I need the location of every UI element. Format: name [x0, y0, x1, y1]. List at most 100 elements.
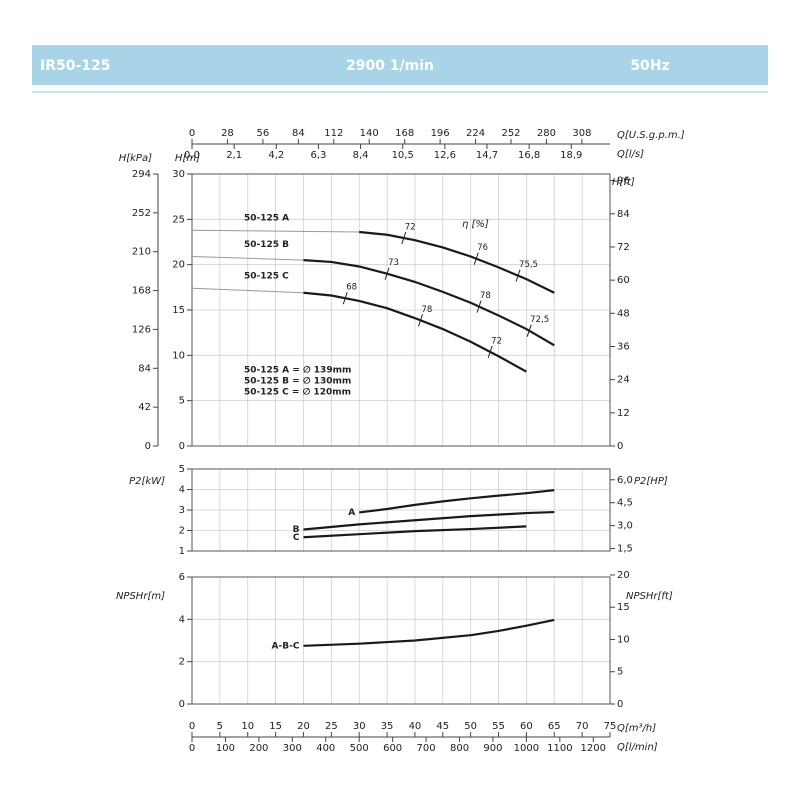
x-tick-label: 200 [249, 743, 268, 754]
x-tick-label: 50 [464, 721, 477, 732]
x-tick-label: 28 [221, 128, 234, 139]
curve-label: B [293, 525, 300, 535]
efficiency-label: 76 [477, 243, 488, 253]
efficiency-label: 72,5 [530, 315, 549, 325]
y2-tick-label: 24 [617, 375, 630, 386]
x-tick-label: 1000 [514, 743, 539, 754]
x-tick-label: 10,5 [392, 150, 414, 161]
header-band [32, 45, 768, 85]
y-tick-label: 30 [172, 169, 185, 180]
y-axis-title: P2[kW] [129, 476, 165, 487]
y-tick-label: 1 [179, 546, 185, 557]
y3-tick-label: 42 [138, 402, 151, 413]
x-tick-label: 60 [520, 721, 533, 732]
x-tick-label: 12,6 [434, 150, 456, 161]
x-tick-label: 45 [436, 721, 449, 732]
x-tick-label: 1200 [581, 743, 606, 754]
x-tick-label: 900 [483, 743, 502, 754]
y2-tick-label: 6,0 [617, 475, 633, 486]
y2-tick-label: 1,5 [617, 544, 633, 555]
y2-tick-label: 3,0 [617, 521, 633, 532]
y3-tick-label: 168 [132, 286, 151, 297]
y2-tick-label: 48 [617, 308, 630, 319]
efficiency-tick [515, 269, 521, 282]
x-axis-title: Q[U.S.g.p.m.] [617, 130, 685, 141]
x-tick-label: 224 [466, 128, 485, 139]
efficiency-tick [476, 300, 482, 313]
x-tick-label: 6,3 [310, 150, 326, 161]
efficiency-label: 72 [405, 223, 416, 233]
curve-label: C [293, 533, 300, 543]
efficiency-tick [401, 231, 407, 245]
note: 50-125 C = ∅ 120mm [244, 388, 351, 398]
x-tick-label: 0 [189, 721, 195, 732]
curve [303, 259, 555, 347]
x-tick-label: 16,8 [518, 150, 540, 161]
efficiency-tick [342, 292, 348, 305]
x-tick-label: 10 [241, 721, 254, 732]
y2-tick-label: 84 [617, 209, 630, 220]
x-tick-label: 0 [189, 128, 195, 139]
x-tick-label: 75 [604, 721, 617, 732]
x-tick-label: 20 [297, 721, 310, 732]
y2-tick-label: 96 [617, 176, 630, 187]
y-tick-label: 20 [172, 260, 185, 271]
x-tick-label: 4,2 [268, 150, 284, 161]
curve-label: 50-125 A [244, 214, 289, 224]
curve [303, 525, 527, 539]
efficiency-label: 75,5 [519, 260, 538, 270]
x-tick-label: 280 [537, 128, 556, 139]
curve [303, 510, 555, 531]
x-tick-label: 168 [395, 128, 414, 139]
efficiency-label: 78 [480, 291, 491, 301]
x-tick-label: 40 [409, 721, 422, 732]
efficiency-tick [418, 314, 423, 327]
x-tick-label: 8,4 [353, 150, 369, 161]
efficiency-label: 72 [491, 336, 502, 346]
x-tick-label: 84 [292, 128, 305, 139]
y-tick-label: 0 [179, 699, 185, 710]
y2-tick-label: 5 [617, 667, 623, 678]
x-tick-label: 252 [501, 128, 520, 139]
y3-tick-label: 84 [138, 363, 151, 374]
frequency: 50Hz [630, 58, 669, 74]
y3-axis-title: H[kPa] [119, 153, 152, 164]
y-tick-label: 4 [179, 614, 185, 625]
efficiency-tick [487, 345, 493, 359]
y-tick-label: 10 [172, 350, 185, 361]
x-tick-label: 14,7 [476, 150, 498, 161]
y-tick-label: 0 [179, 441, 185, 452]
x-tick-label: 700 [417, 743, 436, 754]
efficiency-tick [526, 324, 532, 337]
efficiency-label: 73 [388, 258, 399, 268]
low-flow-curve [191, 256, 304, 261]
efficiency-title: η [%] [462, 219, 489, 230]
curve-label: 50-125 B [244, 240, 289, 250]
x-tick-label: 600 [383, 743, 402, 754]
x-tick-label: 500 [350, 743, 369, 754]
y2-tick-label: 20 [617, 570, 630, 581]
y-tick-label: 3 [179, 505, 185, 516]
curve-label: A-B-C [272, 641, 300, 651]
note: 50-125 B = ∅ 130mm [244, 377, 351, 387]
x-tick-label: 18,9 [560, 150, 582, 161]
x-tick-label: 800 [450, 743, 469, 754]
y2-axis-title: NPSHr[ft] [626, 591, 673, 602]
plot-frame [191, 576, 611, 705]
x-tick-label: 70 [576, 721, 589, 732]
x-tick-label: 0,0 [184, 150, 200, 161]
efficiency-tick [384, 267, 390, 280]
x-axis-title: Q[l/min] [617, 742, 658, 753]
y-axis-title: NPSHr[m] [116, 591, 165, 602]
y2-tick-label: 15 [617, 602, 630, 613]
x-tick-label: 112 [324, 128, 343, 139]
y-tick-label: 2 [179, 526, 185, 537]
x-tick-label: 0 [189, 743, 195, 754]
efficiency-label: 68 [346, 283, 357, 293]
plot-frame [191, 468, 611, 552]
y3-tick-label: 0 [145, 441, 151, 452]
note: 50-125 A = ∅ 139mm [244, 366, 351, 376]
y2-axis-title: H[ft] [612, 177, 635, 188]
y-tick-label: 15 [172, 305, 185, 316]
